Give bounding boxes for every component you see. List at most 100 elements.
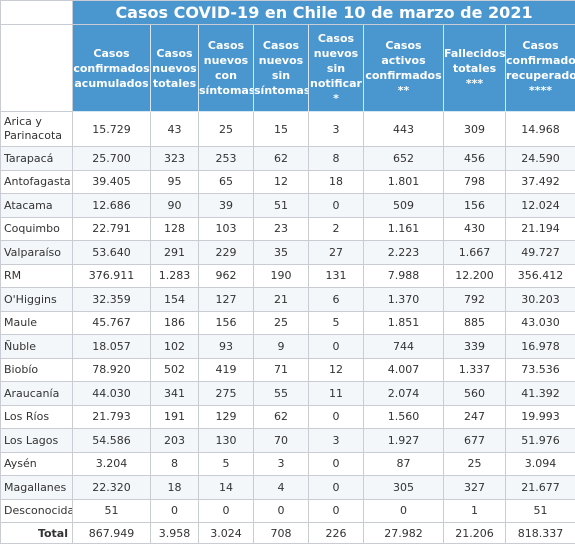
- table-cell: 103: [199, 217, 254, 241]
- total-cell: 818.337: [506, 523, 575, 544]
- table-cell: 43: [151, 112, 199, 147]
- table-cell: 95: [151, 170, 199, 194]
- table-cell: 25.700: [73, 147, 151, 171]
- table-cell: 0: [309, 405, 364, 429]
- table-cell: 3.204: [73, 452, 151, 476]
- table-cell: 1.370: [364, 288, 444, 312]
- table-cell: 130: [199, 429, 254, 453]
- table-cell: 253: [199, 147, 254, 171]
- table-cell: 12.200: [444, 264, 506, 288]
- table-title: Casos COVID-19 en Chile 10 de marzo de 2…: [73, 1, 575, 25]
- table-cell: 456: [444, 147, 506, 171]
- table-cell: 323: [151, 147, 199, 171]
- column-header: Casos nuevos sin síntomas: [254, 25, 309, 112]
- table-cell: 12: [254, 170, 309, 194]
- table-cell: 339: [444, 335, 506, 359]
- table-cell: 16.978: [506, 335, 575, 359]
- table-cell: 792: [444, 288, 506, 312]
- table-cell: 19.993: [506, 405, 575, 429]
- table-cell: 6: [309, 288, 364, 312]
- table-cell: 3: [309, 429, 364, 453]
- corner-cell-top: [1, 1, 73, 25]
- table-cell: 4: [254, 476, 309, 500]
- table-cell: 3.094: [506, 452, 575, 476]
- table-cell: 21: [254, 288, 309, 312]
- table-cell: 22.320: [73, 476, 151, 500]
- region-name: RM: [1, 264, 73, 288]
- total-cell: 867.949: [73, 523, 151, 544]
- table-cell: 275: [199, 382, 254, 406]
- table-cell: 154: [151, 288, 199, 312]
- table-cell: 7.988: [364, 264, 444, 288]
- total-cell: 708: [254, 523, 309, 544]
- region-name: Los Ríos: [1, 405, 73, 429]
- table-cell: 190: [254, 264, 309, 288]
- table-cell: 0: [309, 335, 364, 359]
- table-cell: 0: [309, 452, 364, 476]
- table-cell: 1.667: [444, 241, 506, 265]
- table-cell: 71: [254, 358, 309, 382]
- table-cell: 5: [309, 311, 364, 335]
- table-cell: 186: [151, 311, 199, 335]
- table-cell: 3: [254, 452, 309, 476]
- table-cell: 502: [151, 358, 199, 382]
- table-cell: 102: [151, 335, 199, 359]
- table-cell: 21.793: [73, 405, 151, 429]
- table-cell: 191: [151, 405, 199, 429]
- table-cell: 5: [199, 452, 254, 476]
- column-header: Casos confirmados recuperados ****: [506, 25, 575, 112]
- table-cell: 25: [199, 112, 254, 147]
- column-header: Fallecidos totales ***: [444, 25, 506, 112]
- table-cell: 11: [309, 382, 364, 406]
- table-cell: 21.194: [506, 217, 575, 241]
- table-cell: 341: [151, 382, 199, 406]
- total-cell: 3.958: [151, 523, 199, 544]
- table-cell: 18.057: [73, 335, 151, 359]
- region-name: Valparaíso: [1, 241, 73, 265]
- table-cell: 39.405: [73, 170, 151, 194]
- table-cell: 2.074: [364, 382, 444, 406]
- table-cell: 509: [364, 194, 444, 218]
- column-header: Casos nuevos totales: [151, 25, 199, 112]
- corner-cell: [1, 25, 73, 112]
- table-cell: 18: [309, 170, 364, 194]
- table-cell: 156: [199, 311, 254, 335]
- table-cell: 30.203: [506, 288, 575, 312]
- region-name: Arica y Parinacota: [1, 112, 73, 147]
- table-cell: 962: [199, 264, 254, 288]
- region-name: Aysén: [1, 452, 73, 476]
- total-cell: 27.982: [364, 523, 444, 544]
- table-cell: 14.968: [506, 112, 575, 147]
- total-label: Total: [1, 523, 73, 544]
- table-cell: 4.007: [364, 358, 444, 382]
- table-cell: 49.727: [506, 241, 575, 265]
- table-cell: 430: [444, 217, 506, 241]
- table-cell: 41.392: [506, 382, 575, 406]
- region-name: Magallanes: [1, 476, 73, 500]
- table-cell: 0: [309, 194, 364, 218]
- table-cell: 27: [309, 241, 364, 265]
- table-cell: 1.851: [364, 311, 444, 335]
- table-cell: 128: [151, 217, 199, 241]
- table-cell: 247: [444, 405, 506, 429]
- table-cell: 62: [254, 405, 309, 429]
- table-cell: 2: [309, 217, 364, 241]
- table-cell: 443: [364, 112, 444, 147]
- table-cell: 0: [309, 476, 364, 500]
- region-name: Atacama: [1, 194, 73, 218]
- table-cell: 744: [364, 335, 444, 359]
- table-cell: 229: [199, 241, 254, 265]
- table-cell: 1.161: [364, 217, 444, 241]
- region-name: Antofagasta: [1, 170, 73, 194]
- total-cell: 3.024: [199, 523, 254, 544]
- table-cell: 93: [199, 335, 254, 359]
- table-cell: 652: [364, 147, 444, 171]
